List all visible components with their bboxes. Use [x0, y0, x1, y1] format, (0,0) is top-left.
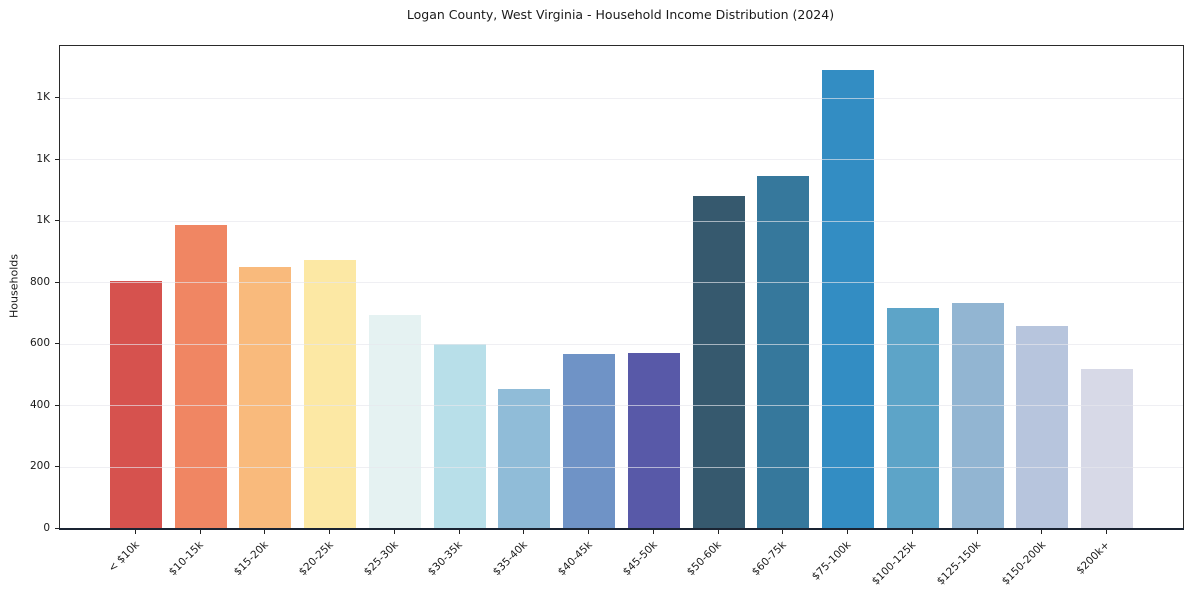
x-tick-mark [458, 530, 460, 534]
y-tick-label: 200 [29, 460, 50, 473]
chart-bar [822, 70, 875, 529]
x-tick-label: $200k+ [1074, 539, 1113, 577]
x-tick-mark [847, 530, 849, 534]
chart-bar [951, 302, 1004, 529]
x-tick-label: $10-15k [167, 539, 207, 579]
y-tick-mark [55, 281, 59, 283]
x-tick-label: $100-125k [869, 539, 919, 588]
x-tick-mark [199, 530, 201, 534]
x-tick-label: $45-50k [620, 539, 660, 579]
chart-bar [239, 267, 292, 529]
x-tick-label: $50-60k [685, 539, 725, 579]
y-tick-mark [55, 97, 59, 99]
chart-bar [1016, 326, 1069, 529]
x-tick-mark [393, 530, 395, 534]
x-tick-mark [782, 530, 784, 534]
x-tick-mark [1106, 530, 1107, 534]
chart-bar [1081, 368, 1133, 529]
gridline [60, 97, 1183, 99]
x-tick-mark [135, 530, 136, 534]
chart-bar [433, 344, 486, 529]
chart-bar [627, 352, 680, 529]
chart-bar [304, 259, 357, 529]
y-tick-label: 800 [29, 275, 50, 288]
x-tick-label: $15-20k [231, 539, 271, 579]
x-tick-label: $60-75k [749, 539, 789, 579]
x-tick-mark [717, 530, 719, 534]
gridline [60, 159, 1183, 161]
gridline [60, 405, 1183, 407]
x-tick-mark [911, 530, 913, 534]
y-tick-label: 1K [36, 214, 50, 227]
x-tick-label: $25-30k [361, 539, 401, 579]
x-tick-label: < $10k [105, 539, 142, 575]
y-tick-mark [55, 466, 59, 468]
chart-title: Logan County, West Virginia - Household … [406, 7, 835, 22]
gridline [60, 282, 1183, 284]
x-tick-label: $75-100k [809, 539, 854, 583]
y-tick-label: 0 [43, 522, 50, 534]
chart-bar [692, 195, 745, 529]
y-tick-mark [55, 220, 59, 222]
chart-bar [886, 308, 939, 529]
gridline [60, 343, 1183, 345]
x-tick-mark [264, 530, 266, 534]
x-tick-label: $30-35k [426, 539, 466, 579]
chart-bar [368, 314, 421, 529]
y-tick-mark [55, 343, 59, 345]
x-tick-label: $40-45k [555, 539, 595, 579]
x-axis-baseline [59, 528, 1184, 530]
plot-area [59, 45, 1184, 530]
x-tick-label: $35-40k [490, 539, 530, 579]
y-tick-mark [55, 528, 59, 529]
y-tick-label: 1K [36, 91, 50, 104]
chart-bar [757, 175, 810, 529]
y-tick-mark [55, 404, 59, 406]
x-tick-label: $125-150k [934, 539, 984, 588]
y-tick-mark [55, 158, 59, 160]
x-tick-mark [652, 530, 654, 534]
chart-bar [174, 225, 227, 529]
x-tick-mark [523, 530, 525, 534]
x-tick-label: $150-200k [999, 539, 1048, 588]
y-tick-label: 400 [29, 398, 50, 411]
chart-bar [563, 354, 616, 529]
x-tick-mark [976, 530, 978, 534]
gridline [60, 220, 1183, 222]
x-tick-mark [329, 530, 331, 534]
x-tick-mark [1041, 530, 1043, 534]
x-tick-label: $20-25k [296, 539, 336, 579]
x-tick-mark [588, 530, 590, 534]
chart-bar [110, 281, 162, 529]
gridline [60, 466, 1183, 468]
chart-bar [498, 388, 551, 529]
y-tick-label: 1K [36, 152, 50, 165]
y-tick-label: 600 [29, 337, 50, 350]
